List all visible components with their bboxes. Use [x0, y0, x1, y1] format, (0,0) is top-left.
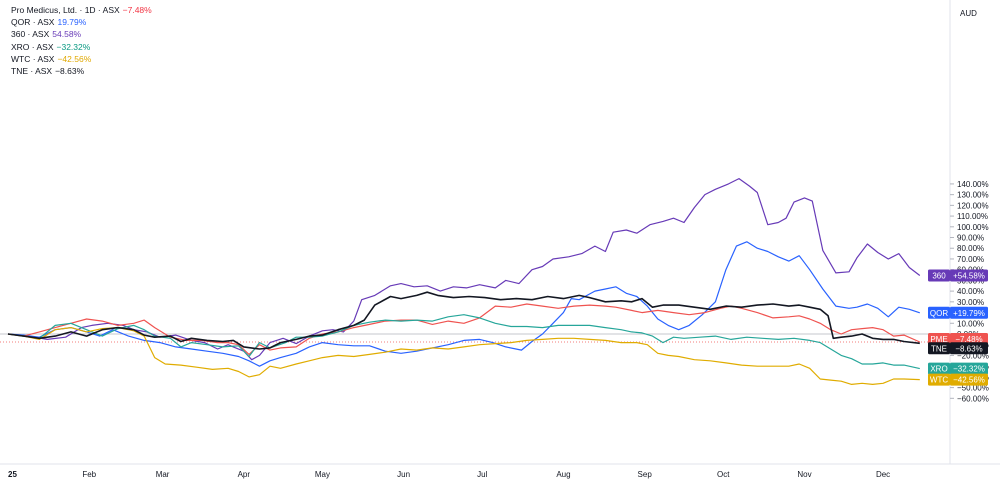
y-tick-label: 30.00%	[957, 298, 984, 307]
y-tick-label: 90.00%	[957, 234, 984, 243]
legend-value: 54.58%	[52, 29, 82, 40]
badge-name: PME	[930, 335, 947, 344]
legend-row-pme[interactable]: Pro Medicus, Ltd. · 1D · ASX −7.48%	[11, 4, 152, 16]
series-line-360[interactable]	[7, 178, 921, 361]
legend-row-wtc[interactable]: WTC · ASX −42.56%	[11, 53, 152, 65]
badge-value: +54.58%	[953, 271, 985, 280]
y-tick-label: 110.00%	[957, 212, 988, 221]
badge-value: −7.48%	[955, 335, 982, 344]
legend-name: QOR · ASX	[11, 17, 55, 28]
y-tick-label: −60.00%	[957, 394, 989, 403]
badge-360: 360 +54.58%	[928, 269, 988, 282]
badge-name: TNE	[931, 344, 947, 353]
y-tick-label: 100.00%	[957, 223, 989, 232]
badge-value: −8.63%	[955, 344, 982, 353]
legend-value: −7.48%	[122, 5, 152, 15]
y-tick-label: 10.00%	[957, 319, 984, 328]
series-line-tne[interactable]	[7, 291, 920, 350]
legend-row-tne[interactable]: TNE · ASX −8.63%	[11, 65, 152, 77]
x-tick-label: Mar	[156, 470, 170, 479]
x-tick-label: Feb	[82, 470, 96, 479]
x-axis[interactable]: 25 Feb Mar Apr May Jun Jul Aug Sep Oct Nov Dec	[8, 470, 890, 479]
legend-value: −32.32%	[56, 41, 91, 52]
x-tick-label: Jun	[397, 470, 410, 479]
legend-name: TNE · ASX	[11, 66, 53, 77]
badge-xro: XRO −32.32%	[928, 362, 988, 375]
x-tick-label: 25	[8, 470, 17, 479]
x-tick-label: May	[315, 470, 330, 479]
y-tick-label: −50.00%	[957, 384, 989, 393]
y-tick-label: −20.00%	[957, 351, 989, 360]
legend-name: Pro Medicus, Ltd. · 1D · ASX	[11, 5, 120, 15]
badge-wtc: WTC −42.56%	[928, 373, 988, 386]
legend-name: WTC · ASX	[11, 53, 55, 64]
y-tick-label: 80.00%	[957, 244, 984, 253]
legend-row-qor[interactable]: QOR · ASX 19.79%	[11, 16, 152, 28]
x-tick-label: Sep	[638, 470, 653, 479]
price-badges: 360 +54.58%QOR +19.79%PME −7.48%XRO −32.32%W…	[928, 269, 988, 386]
badge-name: XRO	[930, 365, 947, 374]
legend-row-360[interactable]: 360 · ASX 54.58%	[11, 28, 152, 40]
legend-value: 19.79%	[57, 17, 87, 28]
series-line-wtc[interactable]	[7, 327, 920, 385]
badge-value: −32.32%	[953, 365, 985, 374]
badge-tne: TNE −8.63%	[928, 342, 988, 355]
x-tick-label: Aug	[556, 470, 570, 479]
legend-name: 360 · ASX	[11, 29, 50, 40]
currency-label[interactable]: AUD	[960, 9, 977, 18]
badge-qor: QOR +19.79%	[928, 306, 988, 319]
legend-value: −8.63%	[55, 66, 85, 77]
grid-layer	[0, 0, 1000, 465]
y-tick-label: 40.00%	[957, 287, 984, 296]
y-tick-label: 70.00%	[957, 255, 984, 264]
x-tick-label: Nov	[797, 470, 811, 479]
x-tick-label: Dec	[876, 470, 890, 479]
y-tick-label: 130.00%	[957, 191, 989, 200]
legend-row-xro[interactable]: XRO · ASX −32.32%	[11, 41, 152, 53]
badge-name: WTC	[930, 376, 948, 385]
legend-name: XRO · ASX	[11, 41, 54, 52]
x-tick-label: Oct	[717, 470, 730, 479]
legend-value: −42.56%	[57, 53, 92, 64]
badge-value: +19.79%	[953, 309, 985, 318]
y-tick-label: 140.00%	[957, 180, 989, 189]
x-tick-label: Jul	[477, 470, 487, 479]
x-tick-label: Apr	[238, 470, 251, 479]
badge-name: 360	[932, 271, 946, 280]
badge-pme: PME −7.48%	[928, 333, 988, 346]
y-tick-label: 120.00%	[957, 201, 989, 210]
badge-name: QOR	[930, 309, 948, 318]
series-layer	[7, 178, 921, 385]
legend: Pro Medicus, Ltd. · 1D · ASX −7.48% QOR ·…	[11, 4, 152, 77]
badge-value: −42.56%	[953, 376, 985, 385]
series-line-xro[interactable]	[7, 314, 920, 370]
series-line-qor[interactable]	[7, 241, 920, 367]
